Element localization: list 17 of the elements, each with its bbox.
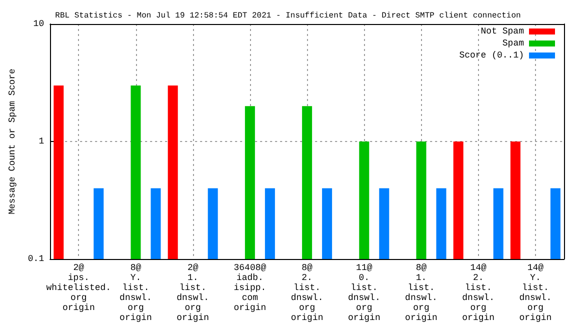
x-tick-label: 14@ 2. list. dnswl. org origin [462,263,495,323]
x-tick-label: 8@ 1. list. dnswl. org origin [405,263,438,323]
x-tick-label: 2@ ips. whitelisted. org origin [46,263,112,313]
x-tick-label: 36408@ iadb. isipp. com origin [234,263,267,313]
y-axis-title: Message Count or Spam Score [8,68,18,214]
legend-label: Score (0..1) [459,50,524,60]
legend-label: Not Spam [480,26,524,36]
legend-label: Spam [502,38,524,48]
x-tick-label: 2@ 1. list. dnswl. org origin [176,263,210,323]
y-tick-label: 0.1 [28,254,44,264]
x-tick-label: 8@ 2. list. dnswl. org origin [290,263,324,323]
y-tick-label: 1 [38,136,44,146]
x-tick-label: 14@ Y. list. dnswl. org origin [519,263,552,323]
x-tick-label: 11@ 0. list. dnswl. org origin [348,263,380,323]
x-tick-label: 8@ Y. list. dnswl. org origin [120,263,152,323]
y-tick-label: 10 [33,19,44,29]
chart-title: RBL Statistics - Mon Jul 19 12:58:54 EDT 2021 - Insufficient Data - Direct SMTP client connection [55,12,522,20]
